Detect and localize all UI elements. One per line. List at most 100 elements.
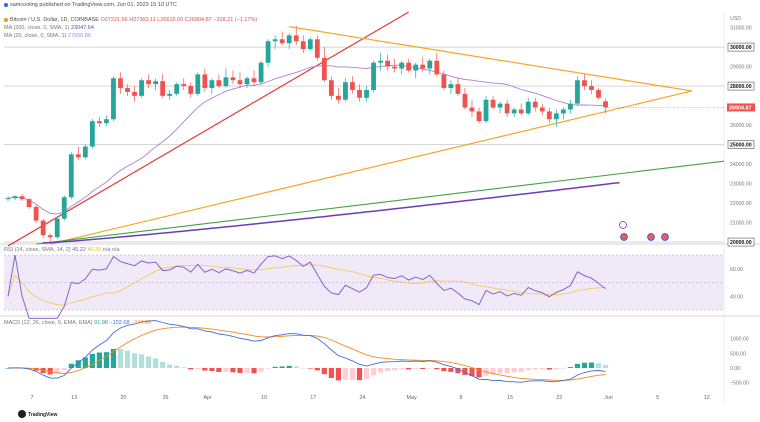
macd-histogram-bar (117, 349, 124, 368)
macd-histogram-bar (293, 366, 299, 368)
macd-histogram-bar (131, 353, 138, 368)
candle-body (343, 82, 348, 100)
macd-histogram-bar (532, 368, 538, 370)
time-tick-label: 22 (556, 395, 562, 401)
macd-histogram-bar (511, 368, 517, 373)
flag-icon (661, 233, 669, 241)
macd-histogram-bar (377, 368, 384, 373)
candle-body (560, 109, 566, 114)
macd-histogram-bar (265, 368, 271, 369)
tradingview-logo-text: TradingView (28, 412, 57, 418)
long-term-trendline (36, 160, 725, 245)
candle-body (476, 111, 482, 122)
macd-histogram-bar (328, 368, 334, 378)
macd-histogram-bar (469, 368, 475, 377)
macd-histogram-bar (525, 368, 531, 371)
candle-body (75, 154, 81, 158)
macd-histogram-bar (202, 368, 208, 371)
macd-histogram-bar (349, 368, 356, 380)
macd-histogram-bar (497, 368, 503, 374)
published-line: samcooling published on TradingView.com,… (4, 2, 177, 8)
ma20-line (7, 64, 606, 215)
time-tick-label: 13 (71, 395, 77, 401)
time-tick-label: 5 (656, 395, 659, 401)
candle-body (82, 146, 88, 158)
macd-tick-label: 0.00 (730, 366, 740, 372)
candle-body (596, 89, 601, 98)
candle-body (582, 80, 587, 87)
macd-histogram-bar (356, 368, 363, 381)
macd-histogram-bar (244, 368, 250, 373)
price-tick-label: 22000.00 (730, 201, 752, 207)
candle-body (399, 62, 405, 69)
macd-histogram-bar (146, 356, 152, 368)
macd-histogram-bar (434, 368, 440, 370)
macd-histogram-bar (406, 368, 412, 370)
candle-body (483, 99, 489, 122)
macd-tick-label: −500.00 (730, 381, 749, 387)
price-tick-label: 24000.00 (730, 162, 752, 168)
candle-body (223, 77, 229, 87)
candle-body (19, 196, 25, 200)
macd-histogram-bar (546, 368, 552, 370)
macd-histogram-bar (553, 368, 559, 370)
time-tick-label: 12 (704, 395, 710, 401)
macd-histogram-bar (595, 363, 602, 368)
candle-body (89, 121, 95, 147)
price-tick-box (727, 237, 755, 247)
time-tick-label: 26 (163, 395, 169, 401)
candle-body (328, 80, 334, 96)
macd-histogram-bar (54, 368, 60, 374)
time-tick-label: 8 (459, 395, 462, 401)
macd-histogram-bar (588, 362, 595, 368)
candle-body (12, 196, 18, 199)
macd-histogram-bar (581, 362, 588, 368)
time-tick-label: 20 (120, 395, 126, 401)
candle-body (96, 121, 102, 124)
candle-body (307, 39, 313, 50)
candle-body (462, 93, 468, 108)
macd-histogram-bar (392, 368, 398, 371)
candle-body (364, 89, 369, 98)
macd-histogram-bar (68, 363, 74, 368)
candle-body (265, 41, 271, 63)
macd-histogram-bar (314, 368, 320, 371)
candle-body (553, 113, 559, 120)
candle-body (160, 81, 166, 96)
candle-body (357, 89, 362, 98)
candle-body (371, 62, 376, 90)
price-tick-label: 31000.00 (730, 26, 752, 32)
macd-histogram-bar (441, 368, 447, 372)
candle-body (47, 235, 53, 238)
symbol-line: Bitcoin / U.S. Dollar, 1D, COINBASE O272… (4, 17, 257, 23)
candle-body (420, 64, 426, 69)
candle-body (336, 95, 341, 100)
candle-body (378, 60, 383, 63)
candle-body (237, 80, 243, 85)
candle-body (603, 101, 608, 108)
macd-histogram-bar (216, 368, 222, 372)
macd-histogram-bar (363, 368, 370, 380)
candle-body (350, 82, 355, 90)
candle-body (40, 220, 46, 236)
rsi-legend: RSI (14, close, SMA, 14, 2) 45.22 46.39 … (4, 247, 120, 253)
ma200-line (43, 181, 620, 244)
macd-histogram-bar (237, 368, 243, 373)
candle-body (406, 62, 412, 71)
candle-body (293, 35, 299, 42)
macd-histogram-bar (574, 363, 581, 368)
candle-body (146, 80, 151, 85)
macd-histogram-bar (209, 368, 215, 371)
macd-histogram-bar (195, 368, 201, 370)
macd-histogram-bar (455, 368, 461, 374)
macd-histogram-bar (567, 367, 573, 368)
candle-body (202, 74, 208, 89)
candle-body (153, 81, 159, 85)
macd-histogram-bar (33, 368, 39, 371)
macd-histogram-bar (223, 368, 229, 372)
candle-body (181, 84, 187, 87)
candle-body (589, 86, 594, 90)
macd-histogram-bar (82, 357, 88, 368)
price-tick-label: 21000.00 (730, 221, 752, 227)
